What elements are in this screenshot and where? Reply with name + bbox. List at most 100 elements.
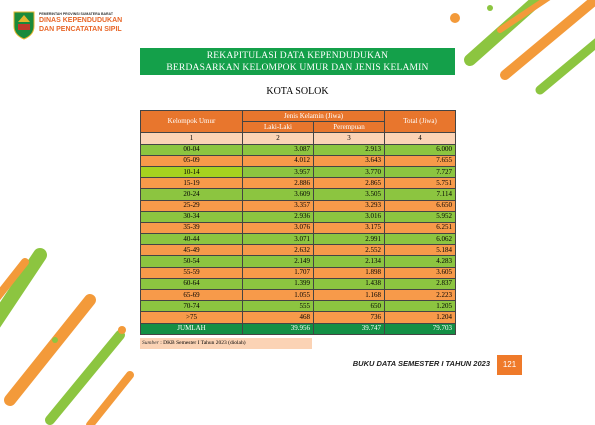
- table-cell: 1.399: [242, 277, 314, 291]
- table-cell: 4: [384, 132, 457, 145]
- table-cell: 25-29: [140, 199, 243, 212]
- table-cell: 6.062: [384, 233, 457, 246]
- table-cell: 70-74: [140, 300, 243, 313]
- table-cell: 1.205: [384, 300, 457, 313]
- table-row: 60-64 1.399 1.438 2.837: [140, 277, 457, 291]
- table-cell: 5.952: [384, 210, 457, 223]
- table-row: 45-49 2.632 2.552 5.184: [140, 244, 457, 257]
- table-row: 15-19 2.886 2.865 5.751: [140, 177, 457, 190]
- table-cell: 2.936: [242, 210, 314, 223]
- title-line: REKAPITULASI DATA KEPENDUDUKAN: [206, 51, 389, 61]
- table-cell: 3.609: [242, 188, 314, 201]
- table-cell: 7.727: [384, 165, 457, 179]
- table-cell: 20-24: [140, 188, 243, 201]
- table-cell: 30-34: [140, 210, 243, 223]
- population-table: Kelompok Umur Jenis Kelamin (Jiwa) Total…: [140, 109, 457, 335]
- table-cell: 1.898: [312, 266, 386, 279]
- table-cell: 3.605: [384, 266, 457, 279]
- header-cell: Laki-Laki: [242, 121, 314, 134]
- table-cell: 3.016: [312, 210, 386, 223]
- table-cell: 79.703: [384, 322, 457, 335]
- table-cell: 555: [242, 300, 314, 313]
- table-cell: 39.956: [242, 322, 314, 335]
- table-cell: 3.087: [242, 143, 314, 156]
- table-cell: 2.991: [312, 233, 386, 246]
- agency-name: DINAS KEPENDUDUKAN: [39, 17, 123, 24]
- table-cell: 3.071: [242, 233, 314, 246]
- table-cell: 1: [140, 132, 243, 145]
- table-row: 55-59 1.707 1.898 3.605: [140, 266, 457, 279]
- table-cell: 1.707: [242, 266, 314, 279]
- table-cell: 45-49: [140, 244, 243, 257]
- table-cell: 10-14: [140, 165, 243, 179]
- table-cell: 4.283: [384, 255, 457, 268]
- header-cell: Jenis Kelamin (Jiwa): [241, 109, 386, 123]
- table-cell: 2.552: [312, 244, 386, 257]
- table-cell: 2.134: [312, 255, 386, 268]
- table-row: 40-44 3.071 2.991 6.062: [140, 233, 457, 246]
- header-cell: Perempuan: [312, 121, 386, 134]
- table-cell: 1.055: [242, 288, 314, 302]
- table-cell: >75: [140, 311, 243, 324]
- title-line: BERDASARKAN KELOMPOK UMUR DAN JENIS KELA…: [166, 63, 429, 73]
- agency-name: DAN PENCATATAN SIPIL: [39, 26, 122, 33]
- table-cell: 2.632: [242, 244, 314, 257]
- table-row: 25-29 3.357 3.293 6.650: [140, 199, 457, 212]
- table-cell: 05-09: [140, 154, 243, 167]
- table-row: 05-09 4.012 3.643 7.655: [140, 154, 457, 167]
- table-row: 50-54 2.149 2.134 4.283: [140, 255, 457, 268]
- table-cell: 2.837: [384, 277, 457, 291]
- header-cell: Total (Jiwa): [384, 109, 457, 134]
- page-number: 121: [497, 355, 522, 375]
- table-cell: 2.223: [384, 288, 457, 302]
- table-row: >75 468 736 1.204: [140, 311, 457, 324]
- source-label: Sumber: [142, 340, 159, 346]
- subtitle: KOTA SOLOK: [266, 86, 329, 97]
- table-cell: 2: [242, 132, 314, 145]
- table-cell: 65-69: [140, 288, 243, 302]
- table-row: 35-39 3.076 3.175 6.251: [140, 221, 457, 235]
- table-cell: 2.886: [242, 177, 314, 190]
- table-cell: 60-64: [140, 277, 243, 291]
- table-cell: 650: [312, 300, 386, 313]
- table-cell: 3.770: [312, 165, 386, 179]
- table-cell: 4.012: [242, 154, 314, 167]
- table-cell: 2.913: [312, 143, 386, 156]
- table-cell: 468: [242, 311, 314, 324]
- title: REKAPITULASI DATA KEPENDUDUKAN BERDASARK…: [140, 48, 455, 75]
- table-cell: 5.751: [384, 177, 457, 190]
- table-cell: 3.175: [312, 221, 386, 235]
- table-cell: 1.204: [384, 311, 457, 324]
- table-cell: 736: [312, 311, 386, 324]
- table-cell: 50-54: [140, 255, 243, 268]
- table-row: 30-34 2.936 3.016 5.952: [140, 210, 457, 223]
- table-cell: 00-04: [140, 143, 243, 156]
- table-cell: 6.650: [384, 199, 457, 212]
- table-cell: 3.957: [242, 165, 314, 179]
- table-cell: JUMLAH: [140, 322, 243, 335]
- table-cell: 3.643: [312, 154, 386, 167]
- table-body: 00-04 3.087 2.913 6.000 05-09 4.012 3.643 7.655…: [140, 143, 457, 335]
- table-cell: 7.655: [384, 154, 457, 167]
- source: Sumber : DKB Semester I Tahun 2023 (diol…: [140, 338, 312, 349]
- table-row: 10-14 3.957 3.770 7.727: [140, 165, 457, 179]
- table-cell: 7.114: [384, 188, 457, 201]
- table-row: 65-69 1.055 1.168 2.223: [140, 288, 457, 302]
- table-cell: 39.747: [312, 322, 386, 335]
- source-text: : DKB Semester I Tahun 2023 (diolah): [160, 340, 246, 346]
- table-row: 00-04 3.087 2.913 6.000: [140, 143, 457, 156]
- table-cell: 55-59: [140, 266, 243, 279]
- table-cell: 1.168: [312, 288, 386, 302]
- table-cell: 3.076: [242, 221, 314, 235]
- table-cell: 3: [312, 132, 386, 145]
- table-cell: 1.438: [312, 277, 386, 291]
- table-cell: 6.000: [384, 143, 457, 156]
- agency-top: PEMERINTAH PROVINSI SUMATERA BARAT: [39, 12, 113, 16]
- table-cell: 2.865: [312, 177, 386, 190]
- table-cell: 15-19: [140, 177, 243, 190]
- table-row: JUMLAH 39.956 39.747 79.703: [140, 322, 457, 335]
- table-cell: 35-39: [140, 221, 243, 235]
